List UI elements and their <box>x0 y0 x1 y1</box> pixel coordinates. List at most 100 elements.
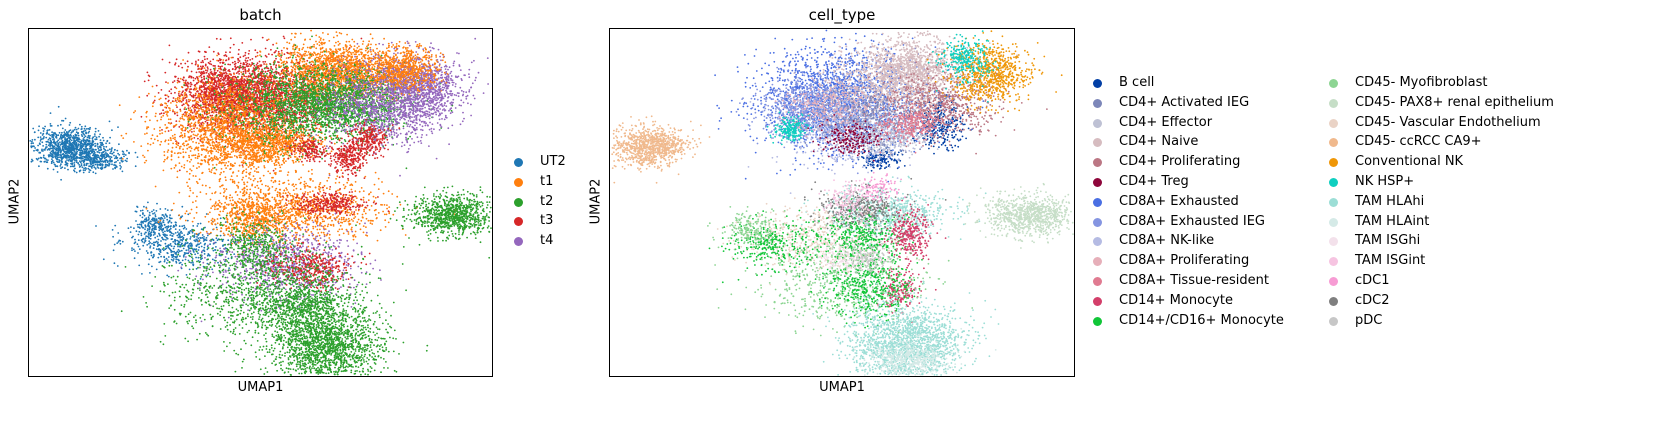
scatter-point <box>87 167 90 170</box>
scatter-point <box>197 137 199 140</box>
scatter-point <box>81 128 83 130</box>
scatter-point <box>132 248 135 251</box>
scatter-point <box>32 127 35 130</box>
scatter-point <box>59 141 61 144</box>
scatter-point <box>149 245 152 248</box>
scatter-point <box>227 118 230 121</box>
scatter-point <box>160 216 163 219</box>
scatter-point <box>272 80 275 83</box>
scatter-point <box>78 156 81 159</box>
scatter-point <box>71 144 73 147</box>
scatter-point <box>106 139 109 142</box>
scatter-point <box>119 167 122 170</box>
scatter-point <box>262 61 265 63</box>
scatter-point <box>199 65 202 68</box>
scatter-point <box>138 223 141 226</box>
scatter-point <box>292 76 295 78</box>
scatter-point <box>146 228 149 230</box>
scatter-point <box>105 165 107 168</box>
scatter-point <box>174 75 176 78</box>
scatter-point <box>59 165 62 167</box>
scatter-point <box>92 153 95 156</box>
scatter-point <box>148 242 150 245</box>
scatter-point <box>110 160 113 163</box>
scatter-point <box>158 223 161 226</box>
scatter-point <box>225 252 228 255</box>
scatter-point <box>267 53 270 55</box>
scatter-point <box>263 63 265 65</box>
scatter-point <box>207 78 210 81</box>
scatter-point <box>253 64 256 67</box>
scatter-point <box>166 237 169 240</box>
scatter-point <box>87 139 89 142</box>
scatter-point <box>63 131 66 134</box>
scatter-point <box>228 114 230 117</box>
scatter-point <box>57 153 60 156</box>
scatter-point <box>252 67 255 69</box>
scatter-point <box>152 247 155 250</box>
scatter-point <box>187 107 190 110</box>
scatter-point <box>111 229 114 231</box>
scatter-point <box>70 139 73 142</box>
scatter-point <box>200 80 203 83</box>
scatter-point <box>64 117 67 120</box>
scatter-point <box>140 232 143 235</box>
scatter-point <box>205 71 208 74</box>
scatter-point <box>63 154 66 156</box>
scatter-point <box>194 253 197 256</box>
scatter-point <box>172 259 175 262</box>
scatter-point <box>151 223 153 226</box>
scatter-point <box>57 139 60 142</box>
scatter-point <box>248 68 250 71</box>
scatter-point <box>210 95 213 98</box>
scatter-point <box>66 135 68 138</box>
scatter-point <box>192 249 195 252</box>
scatter-point <box>84 135 87 138</box>
scatter-point <box>163 256 166 259</box>
scatter-point <box>195 267 198 270</box>
scatter-point <box>179 245 181 248</box>
scatter-point <box>99 139 102 141</box>
scatter-point <box>192 76 195 79</box>
scatter-point <box>147 225 150 228</box>
scatter-point <box>84 125 87 128</box>
scatter-point <box>47 148 50 150</box>
scatter-point <box>46 167 49 170</box>
scatter-point <box>174 112 176 115</box>
scatter-point <box>264 47 267 50</box>
scatter-point <box>251 58 254 60</box>
scatter-point <box>231 61 234 64</box>
scatter-point <box>53 132 56 135</box>
scatter-point <box>64 156 67 159</box>
scatter-point <box>58 161 61 163</box>
scatter-point <box>223 78 226 80</box>
scatter-point <box>209 114 212 117</box>
scatter-point <box>166 209 169 212</box>
scatter-point <box>51 156 54 159</box>
scatter-point <box>102 153 105 156</box>
scatter-point <box>36 158 39 161</box>
scatter-point <box>149 214 151 217</box>
scatter-point <box>82 171 85 174</box>
scatter-point <box>39 132 42 134</box>
scatter-point <box>206 121 209 124</box>
scatter-point <box>158 232 160 235</box>
scatter-point <box>229 51 231 54</box>
scatter-point <box>151 210 153 213</box>
scatter-point <box>81 146 84 149</box>
scatter-point <box>266 84 268 86</box>
scatter-point <box>192 79 195 82</box>
scatter-point <box>87 142 90 145</box>
scatter-point <box>187 124 189 127</box>
scatter-point <box>289 107 292 109</box>
scatter-point <box>98 149 101 152</box>
scatter-point <box>214 102 216 104</box>
scatter-point <box>215 226 218 229</box>
scatter-point <box>51 134 53 136</box>
scatter-point <box>97 130 100 132</box>
scatter-point <box>79 154 82 157</box>
scatter-point <box>110 150 113 152</box>
scatter-point <box>242 102 245 104</box>
scatter-point <box>214 249 216 251</box>
scatter-point <box>52 150 55 153</box>
